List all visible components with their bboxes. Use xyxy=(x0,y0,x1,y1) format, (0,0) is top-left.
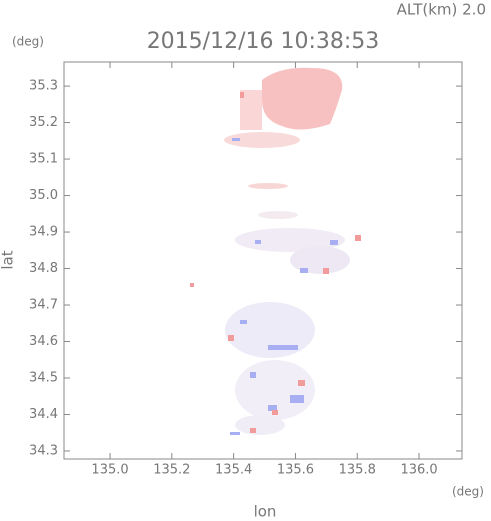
x-tick-label: 136.0 xyxy=(400,463,437,478)
y-tick-label: 34.6 xyxy=(29,334,58,349)
x-axis-label: lon xyxy=(254,503,277,521)
x-tick-label: 135.6 xyxy=(277,463,314,478)
x-tick-label: 135.8 xyxy=(339,463,376,478)
y-tick-label: 34.7 xyxy=(29,298,58,313)
x-tick-label: 135.4 xyxy=(215,463,252,478)
y-tick-label: 35.1 xyxy=(29,152,58,167)
y-tick-label: 34.8 xyxy=(29,261,58,276)
y-tick-label: 35.2 xyxy=(29,115,58,130)
y-tick-label: 34.5 xyxy=(29,370,58,385)
altitude-label: ALT(km) 2.0 xyxy=(397,1,486,19)
chart-title: 2015/12/16 10:38:53 xyxy=(147,29,380,54)
y-tick-label: 35.0 xyxy=(29,188,58,203)
y-tick-label: 35.3 xyxy=(29,79,58,94)
y-tick-label: 34.9 xyxy=(29,225,58,240)
x-tick-label: 135.2 xyxy=(153,463,190,478)
plot-frame xyxy=(63,61,463,460)
x-unit: (deg) xyxy=(452,485,484,499)
y-tick-label: 34.3 xyxy=(29,443,58,458)
y-tick-label: 34.4 xyxy=(29,407,58,422)
radar-echo xyxy=(190,67,361,435)
y-axis-label: lat xyxy=(0,250,17,269)
x-tick-label: 135.0 xyxy=(91,463,128,478)
y-unit: (deg) xyxy=(12,35,44,49)
